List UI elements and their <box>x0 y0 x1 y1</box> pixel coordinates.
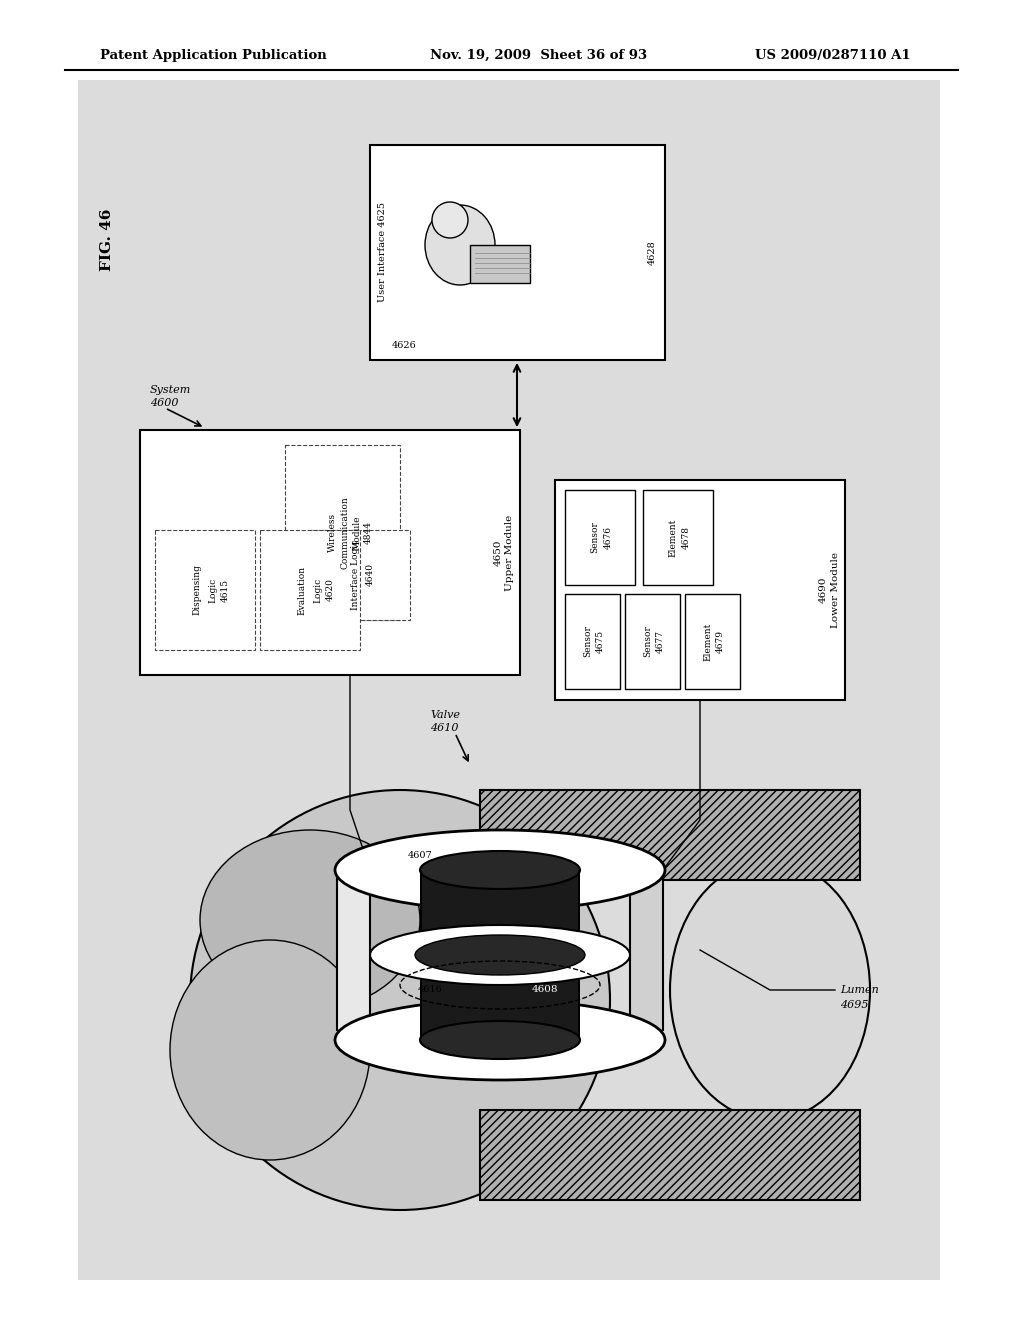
Text: Element: Element <box>703 622 712 661</box>
Text: Lower Module: Lower Module <box>830 552 840 628</box>
FancyBboxPatch shape <box>78 81 940 1280</box>
Polygon shape <box>578 870 580 1040</box>
Text: Wireless: Wireless <box>328 513 337 552</box>
Ellipse shape <box>335 1001 665 1080</box>
Text: FIG. 46: FIG. 46 <box>100 209 114 271</box>
Polygon shape <box>337 870 370 1049</box>
Text: Element: Element <box>669 519 678 557</box>
FancyBboxPatch shape <box>480 789 860 880</box>
Ellipse shape <box>190 789 610 1210</box>
Text: Sensor: Sensor <box>643 626 652 657</box>
Text: 4679: 4679 <box>716 630 725 653</box>
Text: 4650: 4650 <box>494 540 503 566</box>
Text: Sensor: Sensor <box>583 626 592 657</box>
FancyBboxPatch shape <box>310 531 410 620</box>
Text: Valve: Valve <box>430 710 460 719</box>
Text: Lumen: Lumen <box>840 985 879 995</box>
Text: Sensor: Sensor <box>591 521 599 553</box>
Text: User Interface 4625: User Interface 4625 <box>378 202 387 302</box>
Text: Dispensing: Dispensing <box>193 565 202 615</box>
FancyBboxPatch shape <box>565 490 635 585</box>
Polygon shape <box>630 870 663 1049</box>
Text: 4610: 4610 <box>430 723 459 733</box>
Text: 4626: 4626 <box>392 341 417 350</box>
Text: Patent Application Publication: Patent Application Publication <box>100 49 327 62</box>
FancyBboxPatch shape <box>140 430 520 675</box>
Ellipse shape <box>425 205 495 285</box>
FancyBboxPatch shape <box>285 445 400 620</box>
Text: Communication: Communication <box>340 496 349 569</box>
FancyBboxPatch shape <box>685 594 740 689</box>
Ellipse shape <box>370 925 630 985</box>
Text: Upper Module: Upper Module <box>506 515 514 590</box>
Text: System: System <box>150 385 191 395</box>
FancyBboxPatch shape <box>643 490 713 585</box>
FancyBboxPatch shape <box>565 594 620 689</box>
Text: 4616: 4616 <box>418 986 442 994</box>
Text: 4608: 4608 <box>531 986 558 994</box>
FancyBboxPatch shape <box>370 145 665 360</box>
FancyBboxPatch shape <box>470 246 530 282</box>
Text: 4675: 4675 <box>596 630 605 653</box>
Ellipse shape <box>170 940 370 1160</box>
Ellipse shape <box>200 830 420 1010</box>
Text: Module: Module <box>352 515 361 549</box>
Polygon shape <box>420 870 422 1040</box>
FancyBboxPatch shape <box>480 1110 860 1200</box>
Text: 4607: 4607 <box>408 850 432 859</box>
Circle shape <box>432 202 468 238</box>
Text: 4677: 4677 <box>656 630 665 653</box>
Text: Logic: Logic <box>209 577 217 603</box>
FancyBboxPatch shape <box>260 531 360 649</box>
Ellipse shape <box>335 830 665 909</box>
Ellipse shape <box>420 851 580 888</box>
FancyBboxPatch shape <box>420 870 580 1040</box>
Text: 4628: 4628 <box>648 240 657 265</box>
Text: 4600: 4600 <box>150 399 178 408</box>
Ellipse shape <box>415 935 585 975</box>
Text: 4844: 4844 <box>364 521 373 544</box>
Ellipse shape <box>670 861 870 1119</box>
Text: 4695: 4695 <box>840 1001 868 1010</box>
Text: Nov. 19, 2009  Sheet 36 of 93: Nov. 19, 2009 Sheet 36 of 93 <box>430 49 647 62</box>
Text: 4640: 4640 <box>366 564 375 586</box>
FancyBboxPatch shape <box>555 480 845 700</box>
Text: Logic: Logic <box>313 577 323 603</box>
Ellipse shape <box>420 1020 580 1059</box>
Text: 4676: 4676 <box>603 525 612 549</box>
Text: US 2009/0287110 A1: US 2009/0287110 A1 <box>755 49 910 62</box>
Text: Evaluation: Evaluation <box>298 565 306 615</box>
Text: 4615: 4615 <box>220 578 229 602</box>
FancyBboxPatch shape <box>155 531 255 649</box>
Text: Interface Logic: Interface Logic <box>350 540 359 610</box>
Text: 4620: 4620 <box>326 578 335 602</box>
Text: 4690: 4690 <box>818 577 827 603</box>
FancyBboxPatch shape <box>625 594 680 689</box>
Text: 4678: 4678 <box>682 525 690 549</box>
